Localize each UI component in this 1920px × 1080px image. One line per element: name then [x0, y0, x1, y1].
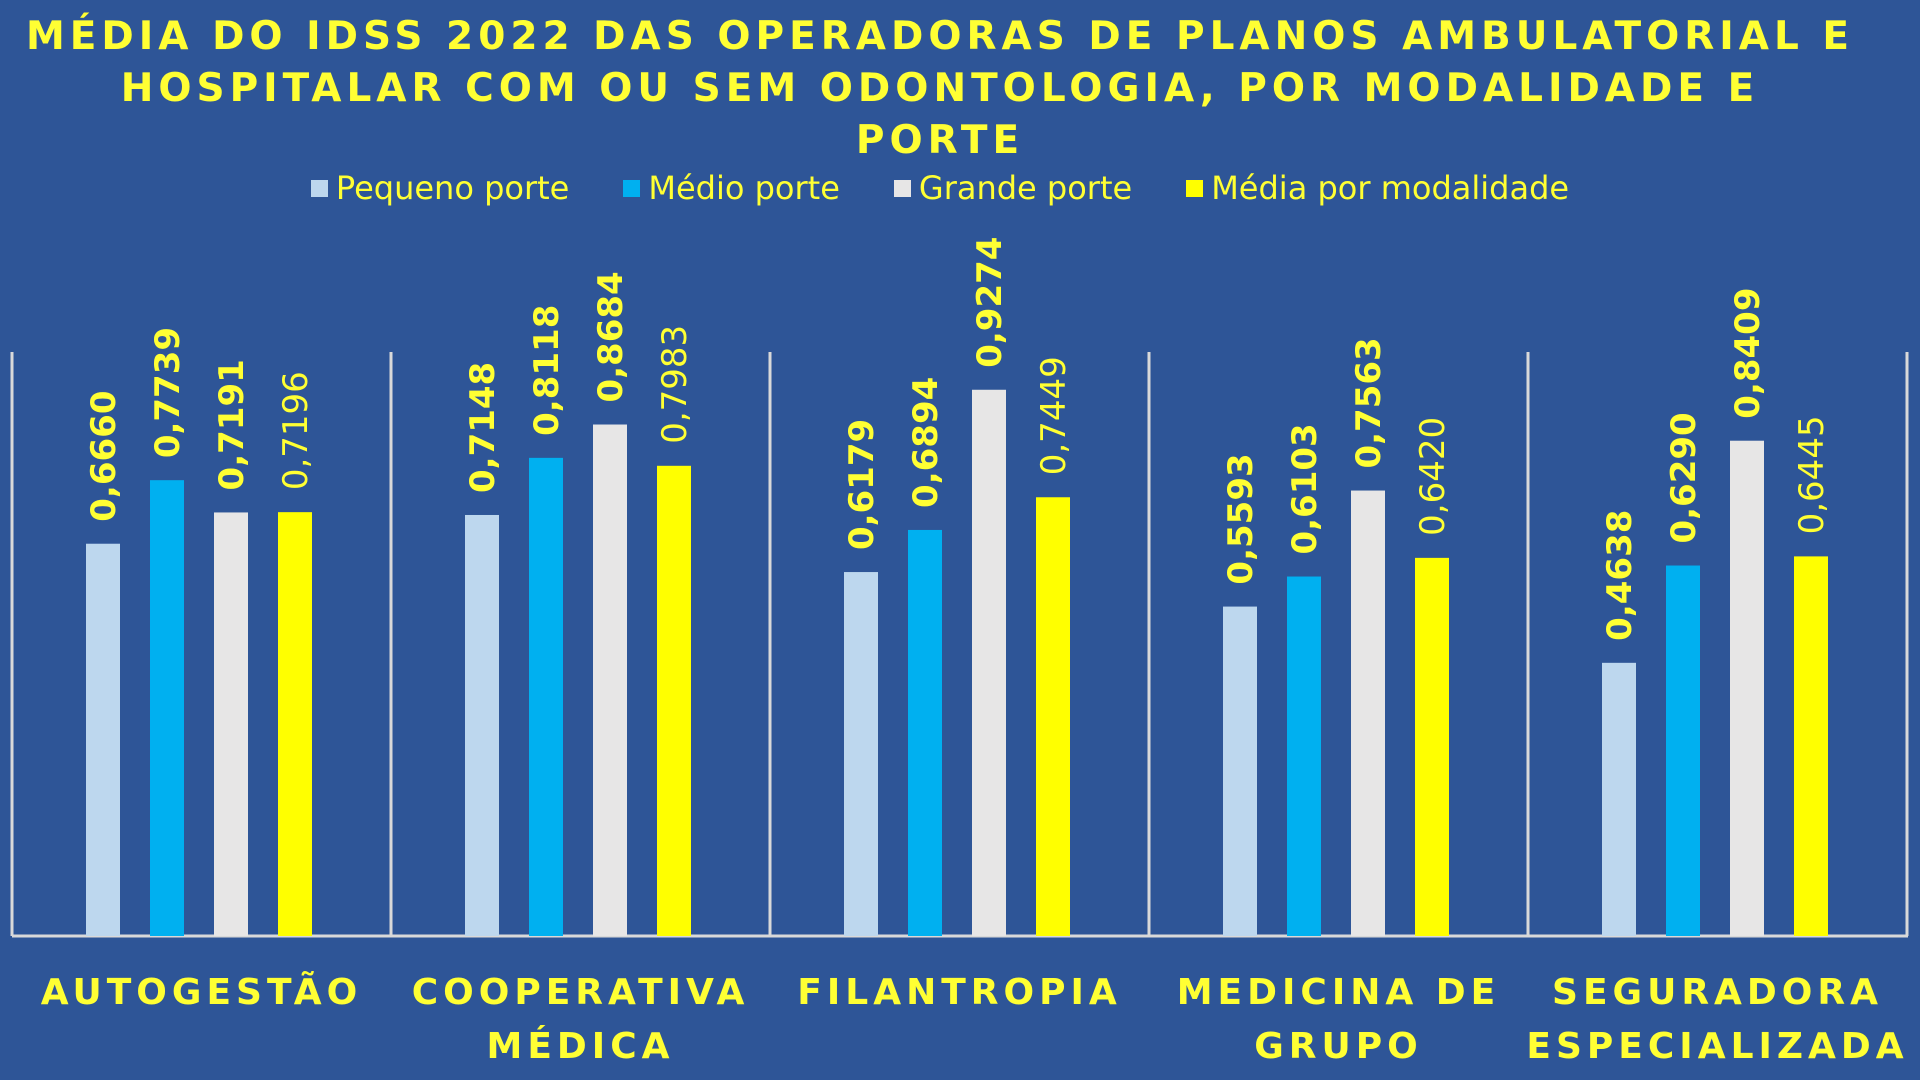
data-label: 0,9274 — [970, 237, 1010, 368]
legend-swatch — [893, 179, 911, 197]
bar — [1666, 565, 1700, 936]
legend-label: Pequeno porte — [335, 169, 570, 207]
bar — [86, 543, 120, 936]
legend-swatch — [623, 179, 641, 197]
chart-title-line-3: PORTE — [855, 118, 1025, 163]
bar — [972, 389, 1006, 936]
bar — [278, 512, 312, 936]
data-label: 0,4638 — [1600, 510, 1640, 641]
data-label: 0,6420 — [1413, 417, 1453, 536]
category-label: MEDICINA DE — [1177, 972, 1501, 1013]
bar — [1351, 490, 1385, 936]
bar — [1415, 557, 1449, 936]
legend-label: Médio porte — [648, 169, 840, 207]
data-label: 0,6290 — [1664, 412, 1704, 543]
bar — [844, 572, 878, 936]
bar — [1287, 576, 1321, 936]
data-label: 0,6179 — [842, 419, 882, 550]
legend-label: Média por modalidade — [1211, 169, 1570, 207]
legend-item: Médio porte — [623, 169, 840, 207]
data-label: 0,8684 — [591, 271, 631, 402]
data-label: 0,8409 — [1728, 288, 1768, 419]
category-label: AUTOGESTÃO — [41, 971, 362, 1013]
data-label: 0,7148 — [463, 362, 503, 493]
chart-title-line-1: MÉDIA DO IDSS 2022 DAS OPERADORAS DE PLA… — [25, 14, 1855, 59]
bar — [529, 457, 563, 936]
category-label: GRUPO — [1254, 1026, 1423, 1067]
category-label: MÉDICA — [487, 1025, 675, 1067]
category-label: SEGURADORA — [1552, 972, 1883, 1013]
bar — [1730, 440, 1764, 936]
data-label: 0,6445 — [1792, 415, 1832, 534]
bar — [1223, 606, 1257, 936]
data-label: 0,6660 — [84, 391, 124, 522]
bar — [657, 465, 691, 936]
data-label: 0,7739 — [148, 327, 188, 458]
data-label: 0,5593 — [1221, 453, 1261, 584]
category-label: ESPECIALIZADA — [1526, 1026, 1908, 1067]
chart-legend: Pequeno porte Médio porte Grande porte Médi… — [0, 166, 1880, 210]
bar — [908, 529, 942, 936]
bar — [1036, 497, 1070, 936]
chart-title-line-2: HOSPITALAR COM OU SEM ODONTOLOGIA, POR M… — [120, 66, 1760, 111]
category-label: FILANTROPIA — [797, 972, 1121, 1013]
legend-item: Pequeno porte — [310, 169, 570, 207]
data-label: 0,6894 — [906, 377, 946, 508]
bar — [150, 480, 184, 936]
bar — [1794, 556, 1828, 936]
bar — [465, 514, 499, 936]
data-label: 0,6103 — [1285, 423, 1325, 554]
legend-swatch — [310, 179, 328, 197]
data-label: 0,7449 — [1034, 356, 1074, 475]
legend-item: Média por modalidade — [1186, 169, 1569, 207]
data-label: 0,8118 — [527, 305, 567, 436]
legend-swatch — [1186, 179, 1204, 197]
category-label: COOPERATIVA — [412, 972, 750, 1013]
bar — [593, 424, 627, 936]
bar — [1602, 662, 1636, 936]
bar — [214, 512, 248, 936]
data-label: 0,7196 — [276, 371, 316, 490]
data-label: 0,7983 — [655, 325, 695, 444]
data-label: 0,7563 — [1349, 337, 1389, 468]
legend-item: Grande porte — [893, 169, 1133, 207]
legend-label: Grande porte — [918, 169, 1133, 207]
data-label: 0,7191 — [212, 359, 252, 490]
